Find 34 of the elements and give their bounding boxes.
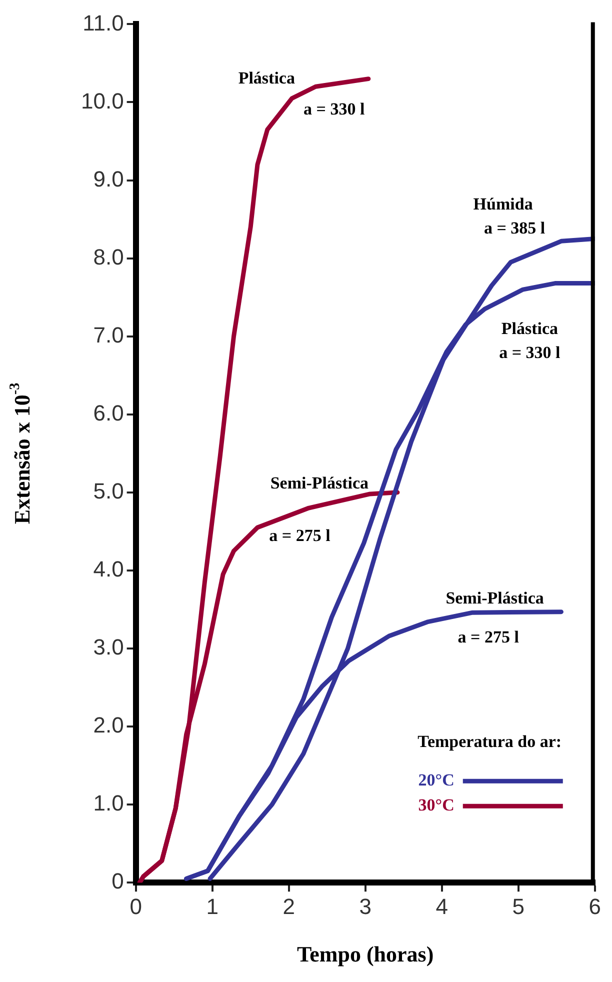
x-tick-label: 3 [359,894,372,919]
annotation: Semi-Plástica [270,474,370,493]
y-tick-label: 0 [112,868,124,894]
annotation: a = 275 l [458,627,520,646]
annotation: Semi-Plástica [446,588,544,608]
annotation: Húmida [473,194,534,214]
annotation: Plástica [501,319,559,338]
text: 30°C [418,795,454,814]
text: 20°C [418,770,454,790]
y-tick-label: 9.0 [93,166,124,192]
annotation: a = 330 l [499,343,561,362]
x-tick-label: 5 [512,894,524,919]
annotation: a = 275 l [269,526,331,546]
x-tick-label: 4 [436,894,448,919]
x-tick-label: 6 [588,894,602,919]
y-tick-label: 11.0 [82,10,124,36]
annotation: a = 385 l [484,218,546,238]
y-tick-label: 4.0 [93,556,124,582]
y-tick-label: 7.0 [93,322,124,348]
legend-title: Temperatura do ar: [418,732,562,752]
y-tick-label: 3.0 [93,634,124,660]
y-tick-label: 8.0 [93,244,124,270]
x-tick-label: 1 [206,894,218,919]
x-tick-label: 2 [282,894,295,919]
y-tick-label: 1.0 [93,790,124,816]
y-tick-label: 5.0 [93,478,124,504]
y-tick-label: 10.0 [80,88,124,114]
x-axis-title: Tempo (horas) [297,942,434,967]
annotation: Plástica [238,68,296,88]
y-axis-title: Extensão x 10-3 [6,382,35,524]
y-tick-label: 2.0 [93,712,124,738]
annotation: a = 330 l [304,99,365,118]
y-tick-label: 6.0 [93,400,124,426]
x-tick-label: 0 [130,894,142,919]
